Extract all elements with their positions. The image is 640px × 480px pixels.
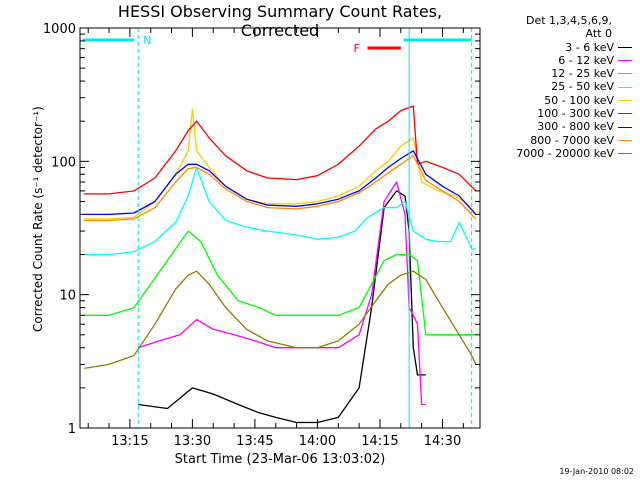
legend-entry-label: 50 - 100 keV bbox=[544, 93, 614, 107]
footer-date: 19-Jan-2010 08:02 bbox=[559, 467, 634, 476]
legend-header-attenuator: Att 0 bbox=[585, 27, 612, 41]
series-line-3 bbox=[84, 166, 476, 256]
series-line-5 bbox=[84, 105, 477, 195]
legend-swatch bbox=[618, 126, 632, 128]
y-tick-label: 10 bbox=[59, 289, 76, 304]
legend-entry-label: 100 - 300 keV bbox=[537, 107, 614, 121]
legend-entry: 300 - 800 keV bbox=[484, 120, 632, 133]
legend-entry-label: 25 - 50 keV bbox=[551, 80, 614, 94]
legend-swatch bbox=[618, 139, 632, 141]
series-line-0 bbox=[138, 190, 426, 424]
y-tick-label: 1 bbox=[68, 422, 76, 437]
legend-entry-label: 300 - 800 keV bbox=[537, 120, 614, 134]
legend-entry: 12 - 25 keV bbox=[484, 67, 632, 80]
legend-entry-label: 800 - 7000 keV bbox=[530, 133, 614, 147]
legend-entry-label: 12 - 25 keV bbox=[551, 67, 614, 81]
x-tick-label: 13:30 bbox=[174, 434, 211, 449]
legend-entry: 100 - 300 keV bbox=[484, 107, 632, 120]
legend-entry: 3 - 6 keV bbox=[484, 41, 632, 54]
legend-entry: 800 - 7000 keV bbox=[484, 134, 632, 147]
legend-entry-label: 7000 - 20000 keV bbox=[516, 146, 614, 160]
legend-swatch bbox=[618, 86, 632, 88]
legend-entry: 50 - 100 keV bbox=[484, 94, 632, 107]
chart-title: HESSI Observing Summary Count Rates, Cor… bbox=[117, 2, 443, 40]
legend-entry-label: 3 - 6 keV bbox=[565, 40, 614, 54]
x-tick-label: 14:30 bbox=[424, 434, 461, 449]
legend-entry: 7000 - 20000 keV bbox=[484, 147, 632, 160]
legend-swatch bbox=[618, 99, 632, 101]
legend-swatch bbox=[618, 46, 632, 48]
series-line-2 bbox=[84, 230, 476, 336]
legend-swatch bbox=[618, 113, 632, 115]
legend: Det 1,3,4,5,6,9, Att 0 3 - 6 keV 6 - 12 k… bbox=[484, 14, 632, 160]
plot-area: NF bbox=[83, 28, 477, 428]
flare-marker-label: F bbox=[353, 42, 359, 55]
legend-entry-label: 6 - 12 keV bbox=[558, 53, 614, 67]
x-tick-label: 13:45 bbox=[236, 434, 273, 449]
legend-swatch bbox=[618, 73, 632, 75]
x-tick-label: 13:15 bbox=[111, 434, 148, 449]
series-line-6 bbox=[84, 150, 477, 216]
y-tick-label: 1000 bbox=[43, 22, 76, 37]
axes: 1 10 100 1000 13:15 13:30 13:45 14:00 14:15 14:30 bbox=[43, 22, 480, 449]
legend-header-detectors: Det 1,3,4,5,6,9, bbox=[525, 14, 612, 27]
legend-swatch bbox=[618, 60, 632, 62]
legend-swatch bbox=[618, 153, 632, 155]
series-line-8 bbox=[83, 270, 477, 370]
legend-entry: 6 - 12 keV bbox=[484, 54, 632, 67]
x-tick-label: 14:00 bbox=[299, 434, 336, 449]
series-line-7 bbox=[84, 155, 477, 222]
y-tick-label: 100 bbox=[51, 155, 76, 170]
y-axis-label: Corrected Count Rate (s⁻¹ detector⁻¹) bbox=[31, 106, 45, 332]
plot-frame bbox=[79, 27, 481, 429]
legend-entry: 25 - 50 keV bbox=[484, 80, 632, 93]
series-line-1 bbox=[137, 181, 426, 406]
night-marker-label: N bbox=[143, 34, 151, 47]
x-axis-label: Start Time (23-Mar-06 13:03:02) bbox=[174, 452, 386, 467]
x-tick-label: 14:15 bbox=[361, 434, 398, 449]
legend-entries: 3 - 6 keV 6 - 12 keV 12 - 25 keV 25 - 50 ke… bbox=[484, 41, 632, 161]
